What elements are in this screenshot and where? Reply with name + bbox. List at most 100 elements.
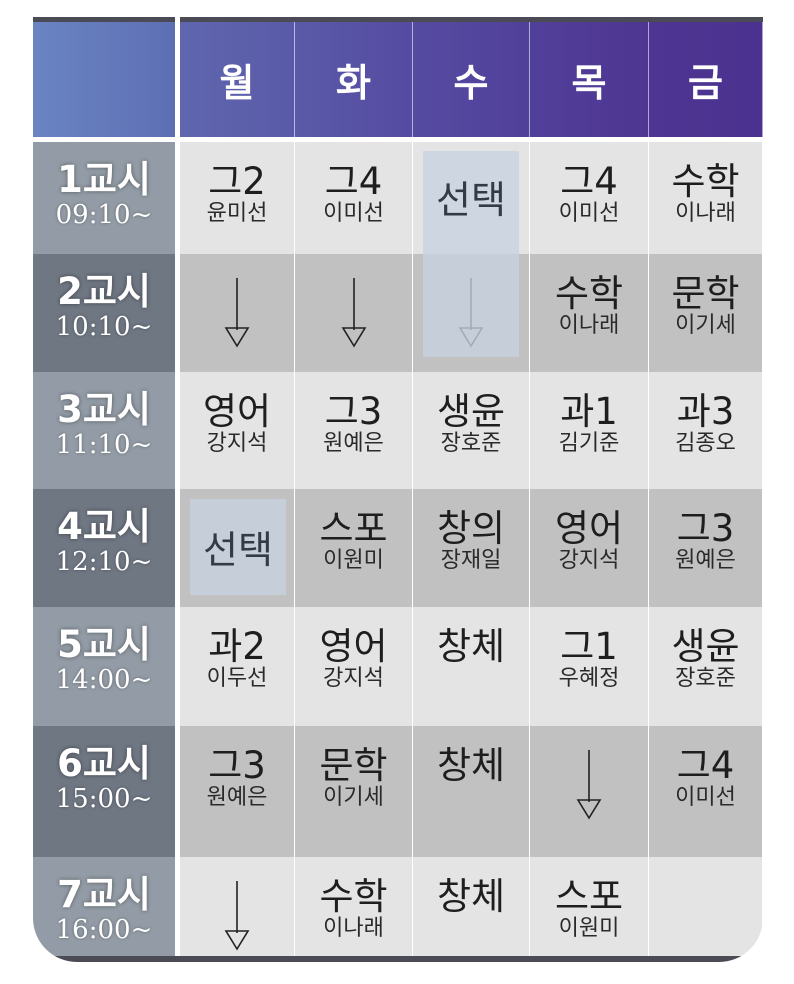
lesson-cell[interactable]: 생윤 장호준 — [413, 372, 530, 489]
day-header: 목 — [530, 22, 649, 137]
subject-label: 창체 — [436, 625, 506, 668]
period-name: 7교시 — [57, 873, 151, 916]
period-name: 2교시 — [57, 270, 151, 313]
lesson-cell[interactable]: 그3 원예은 — [649, 489, 763, 607]
teacher-label: 원예은 — [206, 785, 268, 810]
lesson-cell[interactable]: 문학 이기세 — [295, 726, 413, 857]
period-cell: 6교시 15:00~ — [33, 726, 175, 857]
lesson-cell[interactable]: 수학 이나래 — [295, 857, 413, 956]
teacher-label: 이원미 — [558, 916, 620, 941]
lesson-cell[interactable] — [530, 726, 649, 857]
teacher-label: 우혜정 — [558, 666, 620, 691]
teacher-label: 원예은 — [323, 431, 384, 456]
lesson-cell[interactable] — [180, 254, 295, 372]
lesson-cell[interactable] — [649, 857, 763, 956]
lesson-cell[interactable]: 과2 이두선 — [180, 607, 295, 726]
select-highlight[interactable] — [190, 499, 286, 595]
lesson-cell[interactable]: 창체 — [413, 726, 530, 857]
lesson-cell[interactable]: 창의 장재일 — [413, 489, 530, 607]
header-separator-horizontal — [33, 137, 763, 142]
teacher-label: 이나래 — [323, 916, 384, 941]
lesson-cell[interactable]: 영어 강지석 — [530, 489, 649, 607]
teacher-label: 윤미선 — [206, 201, 268, 226]
lesson-cell[interactable] — [295, 254, 413, 372]
subject-label: 과3 — [676, 390, 735, 433]
lesson-cell[interactable] — [180, 857, 295, 956]
period-time: 15:00~ — [55, 784, 153, 814]
subject-label: 그3 — [324, 390, 383, 433]
lesson-cell[interactable]: 문학 이기세 — [649, 254, 763, 372]
period-name: 1교시 — [57, 158, 151, 201]
subject-label: 그4 — [676, 744, 735, 787]
subject-label: 문학 — [671, 272, 740, 315]
day-header: 수 — [413, 22, 530, 137]
teacher-label: 김기준 — [558, 431, 620, 456]
period-cell: 7교시 16:00~ — [33, 857, 175, 956]
top-border — [33, 17, 763, 22]
period-time: 14:00~ — [55, 665, 153, 695]
timetable: 월 화 수 목 금 1교시 09:10~ 그2 윤미선 그4 이미선 그4 이미선 수학 이나래 2교시 10:… — [33, 17, 763, 962]
subject-label: 수학 — [319, 875, 388, 918]
arrow-down-icon — [341, 278, 366, 348]
period-name: 5교시 — [57, 623, 151, 666]
teacher-label: 이원미 — [323, 548, 384, 573]
lesson-cell[interactable]: 그4 이미선 — [530, 142, 649, 254]
subject-label: 수학 — [554, 272, 624, 315]
period-time: 09:10~ — [55, 200, 153, 230]
lesson-cell[interactable]: 과3 김종오 — [649, 372, 763, 489]
lesson-cell[interactable]: 영어 강지석 — [180, 372, 295, 489]
lesson-cell[interactable]: 그3 원예은 — [180, 726, 295, 857]
lesson-cell[interactable]: 그1 우혜정 — [530, 607, 649, 726]
teacher-label: 강지석 — [323, 666, 384, 691]
subject-label: 창체 — [436, 875, 506, 918]
lesson-cell[interactable]: 창체 — [413, 857, 530, 956]
lesson-cell[interactable]: 그3 원예은 — [295, 372, 413, 489]
period-cell: 3교시 11:10~ — [33, 372, 175, 489]
period-cell: 1교시 09:10~ — [33, 142, 175, 254]
subject-label: 그3 — [208, 744, 266, 787]
period-name: 3교시 — [57, 388, 151, 431]
lesson-cell[interactable]: 영어 강지석 — [295, 607, 413, 726]
period-time: 12:10~ — [55, 547, 153, 577]
lesson-cell[interactable]: 수학 이나래 — [530, 254, 649, 372]
teacher-label: 이나래 — [558, 313, 620, 338]
subject-label: 스포 — [319, 507, 388, 550]
select-label: 선택 — [203, 528, 273, 572]
subject-label: 창의 — [436, 507, 506, 550]
lesson-cell[interactable]: 생윤 장호준 — [649, 607, 763, 726]
lesson-cell[interactable]: 그4 이미선 — [649, 726, 763, 857]
teacher-label: 이기세 — [675, 313, 736, 338]
select-highlight[interactable] — [423, 151, 519, 357]
period-name: 4교시 — [57, 505, 151, 548]
header-corner — [33, 22, 175, 137]
subject-label: 그4 — [560, 160, 618, 203]
header-separator-vertical — [175, 17, 180, 956]
teacher-label: 강지석 — [206, 431, 268, 456]
lesson-cell[interactable]: 스포 이원미 — [295, 489, 413, 607]
period-time: 11:10~ — [55, 430, 153, 460]
lesson-cell[interactable]: 과1 김기준 — [530, 372, 649, 489]
arrow-down-icon — [224, 278, 250, 348]
day-header: 금 — [649, 22, 763, 137]
lesson-cell[interactable]: 수학 이나래 — [649, 142, 763, 254]
subject-label: 과2 — [208, 625, 266, 668]
teacher-label: 이기세 — [323, 785, 384, 810]
teacher-label: 장호준 — [675, 666, 736, 691]
subject-label: 과1 — [560, 390, 618, 433]
subject-label: 영어 — [319, 625, 388, 668]
teacher-label: 이두선 — [206, 666, 268, 691]
lesson-cell[interactable]: 그4 이미선 — [295, 142, 413, 254]
subject-label: 영어 — [202, 390, 272, 433]
subject-label: 그3 — [676, 507, 735, 550]
period-cell: 2교시 10:10~ — [33, 254, 175, 372]
subject-label: 생윤 — [671, 625, 740, 668]
teacher-label: 강지석 — [558, 548, 620, 573]
lesson-cell[interactable]: 스포 이원미 — [530, 857, 649, 956]
subject-label: 그1 — [560, 625, 618, 668]
period-cell: 4교시 12:10~ — [33, 489, 175, 607]
subject-label: 생윤 — [436, 390, 506, 433]
teacher-label: 이나래 — [675, 201, 736, 226]
subject-label: 스포 — [554, 875, 624, 918]
lesson-cell[interactable]: 창체 — [413, 607, 530, 726]
lesson-cell[interactable]: 그2 윤미선 — [180, 142, 295, 254]
